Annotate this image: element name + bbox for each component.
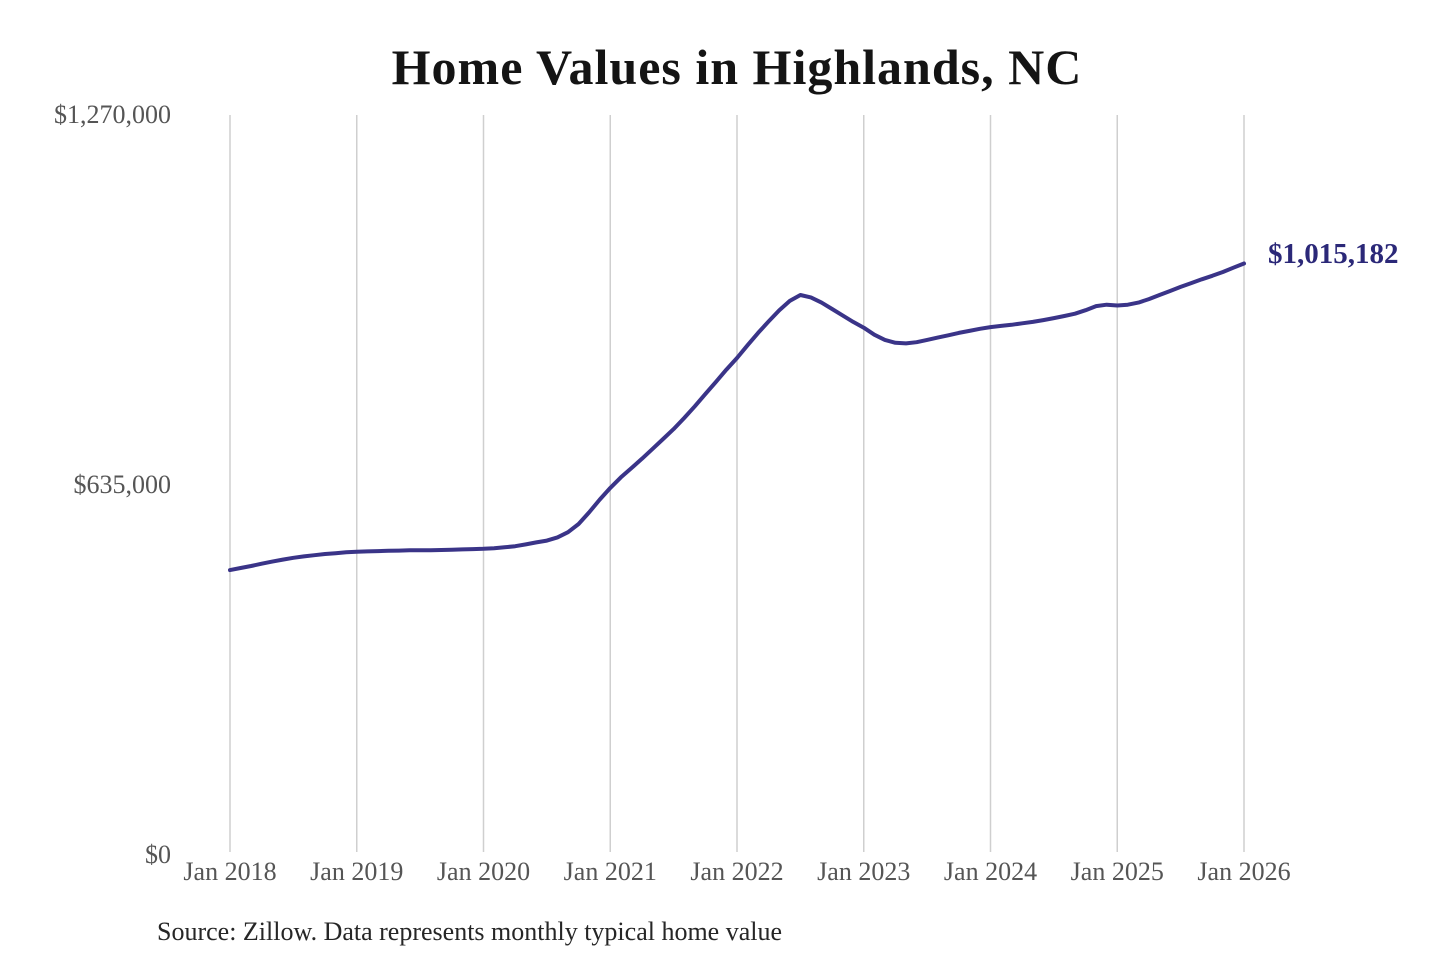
x-axis-tick-label: Jan 2018 (183, 857, 277, 886)
home-value-series-line (228, 261, 1246, 573)
x-axis-tick-label: Jan 2025 (1070, 857, 1164, 886)
chart-title: Home Values in Highlands, NC (391, 39, 1083, 95)
x-axis-tick-label: Jan 2022 (690, 857, 784, 886)
x-axis-tick-label: Jan 2023 (817, 857, 911, 886)
y-axis-tick-label: $1,270,000 (54, 100, 171, 129)
x-axis-tick-label: Jan 2024 (943, 857, 1038, 886)
y-axis-tick-label: $0 (145, 840, 171, 869)
x-axis-tick-label: Jan 2019 (310, 857, 404, 886)
x-axis-tick-label: Jan 2026 (1197, 857, 1291, 886)
source-note: Source: Zillow. Data represents monthly … (157, 917, 783, 946)
latest-value-label: $1,015,182 (1268, 238, 1399, 270)
x-axis-tick-label: Jan 2020 (436, 857, 531, 886)
y-axis-tick-label: $635,000 (73, 470, 172, 499)
x-axis-tick-label: Jan 2021 (563, 857, 657, 886)
